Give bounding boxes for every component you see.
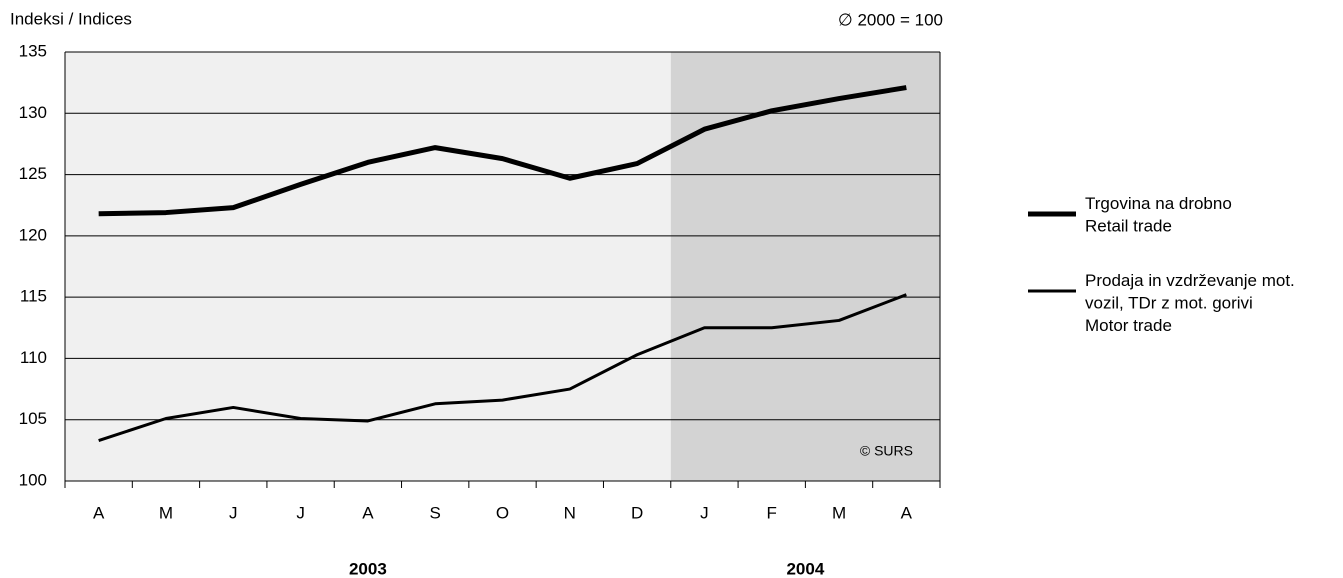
x-tick-label: M xyxy=(832,503,846,522)
x-tick-label: A xyxy=(901,503,913,522)
x-tick-label: D xyxy=(631,503,643,522)
series-line xyxy=(98,293,907,442)
x-tick-label: N xyxy=(564,503,576,522)
y-axis-label: Indeksi / Indices xyxy=(10,9,132,28)
y-tick-label: 105 xyxy=(19,409,47,428)
legend-label: Trgovina na drobno Retail trade xyxy=(1085,194,1232,236)
y-tick-label: 120 xyxy=(19,225,47,244)
y-tick-label: 110 xyxy=(20,348,47,367)
y-tick-label: 130 xyxy=(19,103,47,122)
x-tick-label: S xyxy=(430,503,441,522)
year-label: 2003 xyxy=(349,559,387,578)
y-tick-label: 115 xyxy=(20,287,47,306)
x-tick-label: A xyxy=(362,503,374,522)
y-tick-label: 135 xyxy=(19,41,47,60)
copyright: © SURS xyxy=(860,443,913,459)
x-tick-label: F xyxy=(767,503,777,522)
x-tick-label: O xyxy=(496,503,509,522)
base-note: ∅ 2000 = 100 xyxy=(838,10,943,29)
y-tick-label: 100 xyxy=(19,470,47,489)
x-tick-label: J xyxy=(229,503,238,522)
legend-label: Prodaja in vzdrževanje mot. vozil, TDr z … xyxy=(1085,271,1295,335)
y-tick-label: 125 xyxy=(19,164,47,183)
x-tick-label: A xyxy=(93,503,105,522)
x-tick-label: M xyxy=(159,503,173,522)
period-background xyxy=(65,52,671,481)
x-tick-label: J xyxy=(700,503,709,522)
series-line xyxy=(98,85,907,217)
period-background xyxy=(670,52,940,481)
year-label: 2004 xyxy=(786,559,824,578)
x-tick-label: J xyxy=(296,503,305,522)
